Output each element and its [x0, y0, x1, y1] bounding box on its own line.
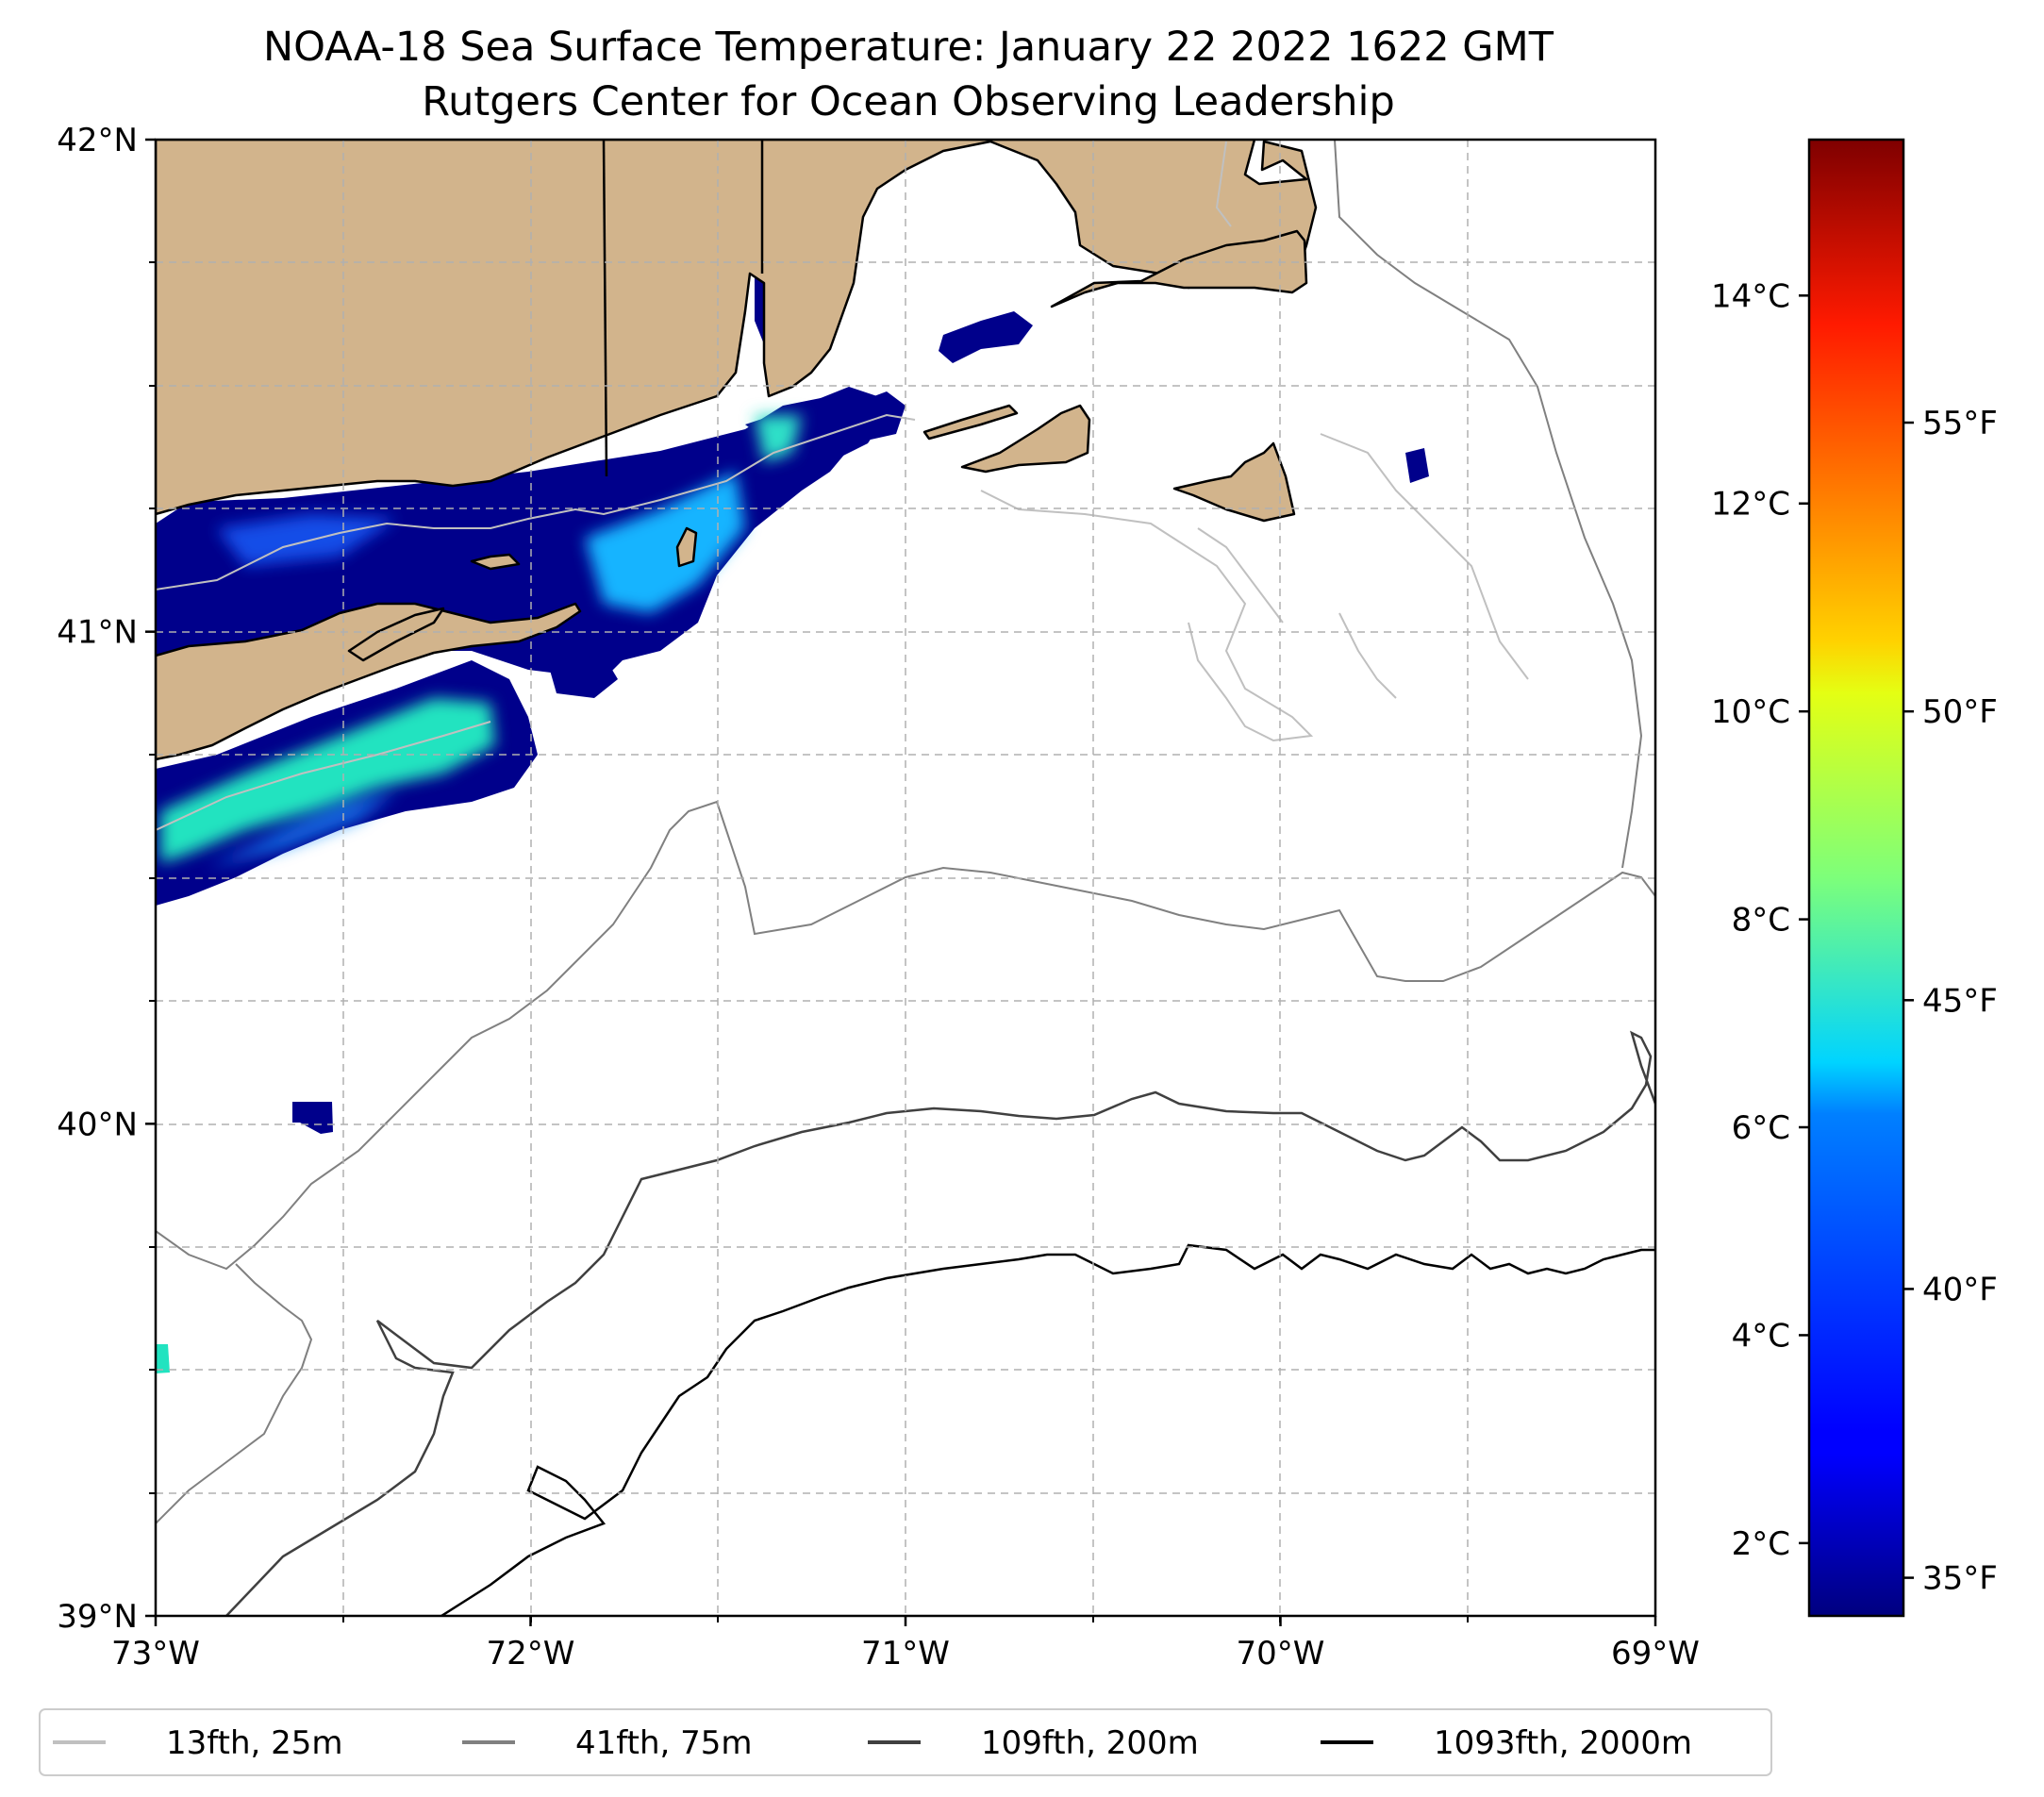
celsius-tick-label: 6°C [1732, 1109, 1790, 1147]
legend: 13fth, 25m 41fth, 75m 109fth, 200m 1093fth,… [53, 1724, 1692, 1762]
sst-patch-nantucket-shoals [1405, 448, 1429, 483]
fahrenheit-tick-label: 35°F [1922, 1560, 1998, 1598]
celsius-tick-label: 10°C [1711, 693, 1790, 731]
map-area [156, 140, 1655, 1616]
graticule [156, 140, 1655, 1616]
celsius-tick-label: 8°C [1732, 902, 1790, 940]
long-island [156, 602, 582, 761]
sst-warm-ri [755, 415, 802, 462]
sst-patch-offshore [292, 1102, 333, 1134]
map-title: NOAA-18 Sea Surface Temperature: January… [263, 24, 1554, 71]
celsius-tick-label: 14°C [1711, 277, 1790, 315]
cape-cod [1050, 229, 1308, 308]
lat-tick-label: 39°N [57, 1598, 138, 1636]
lat-tick-label: 42°N [57, 122, 138, 159]
lat-tick-label: 40°N [57, 1106, 138, 1143]
land-layer [156, 140, 1318, 761]
sst-edge-fragment [156, 1344, 170, 1373]
sst-warm-li-south [160, 698, 495, 863]
long-island-north-fork [347, 607, 445, 662]
fahrenheit-tick-label: 50°F [1922, 693, 1998, 731]
colorbar-fahrenheit-axis: 35°F 40°F 45°F 50°F 55°F [1903, 405, 1998, 1598]
lon-tick-label: 69°W [1611, 1635, 1700, 1672]
bathymetry-75m [156, 140, 1655, 1524]
sst-patch-east-li [547, 656, 618, 698]
martha-vineyard [960, 404, 1091, 474]
state-borders [602, 140, 764, 477]
legend-label: 109fth, 200m [981, 1724, 1199, 1762]
sst-warm-sound [585, 472, 745, 613]
celsius-tick-label: 4°C [1732, 1317, 1790, 1355]
longitude-axis: 73°W 72°W 71°W 70°W 69°W [111, 1616, 1700, 1672]
legend-label: 41fth, 75m [575, 1724, 753, 1762]
map-subtitle: Rutgers Center for Ocean Observing Leade… [422, 78, 1395, 125]
lon-tick-label: 72°W [487, 1635, 575, 1672]
lat-tick-label: 41°N [57, 614, 138, 652]
bathymetry-2000m [440, 1243, 1655, 1616]
legend-label: 13fth, 25m [166, 1724, 343, 1762]
colorbar [1807, 138, 1905, 1618]
fahrenheit-tick-label: 55°F [1922, 405, 1998, 442]
lon-tick-label: 71°W [861, 1635, 950, 1672]
sst-mid-li-south [208, 792, 396, 868]
celsius-tick-label: 12°C [1711, 486, 1790, 524]
latitude-axis: 42°N 41°N 40°N 39°N [57, 122, 156, 1636]
bathymetry-200m [225, 1030, 1655, 1616]
fahrenheit-tick-label: 45°F [1922, 982, 1998, 1020]
elizabeth-islands [922, 404, 1019, 441]
sst-mid-sound [217, 514, 396, 566]
new-england-mainland [156, 140, 1318, 516]
block-island [675, 526, 698, 568]
celsius-tick-label: 2°C [1732, 1525, 1790, 1563]
sst-patch-buzzards-bay [939, 311, 1033, 363]
legend-label: 1093fth, 2000m [1434, 1724, 1692, 1762]
fahrenheit-tick-label: 40°F [1922, 1271, 1998, 1308]
lon-tick-label: 70°W [1237, 1635, 1325, 1672]
colorbar-celsius-axis: 2°C 4°C 6°C 8°C 10°C 12°C 14°C [1711, 277, 1809, 1563]
lon-tick-label: 73°W [111, 1635, 200, 1672]
fishers-island [470, 553, 521, 571]
